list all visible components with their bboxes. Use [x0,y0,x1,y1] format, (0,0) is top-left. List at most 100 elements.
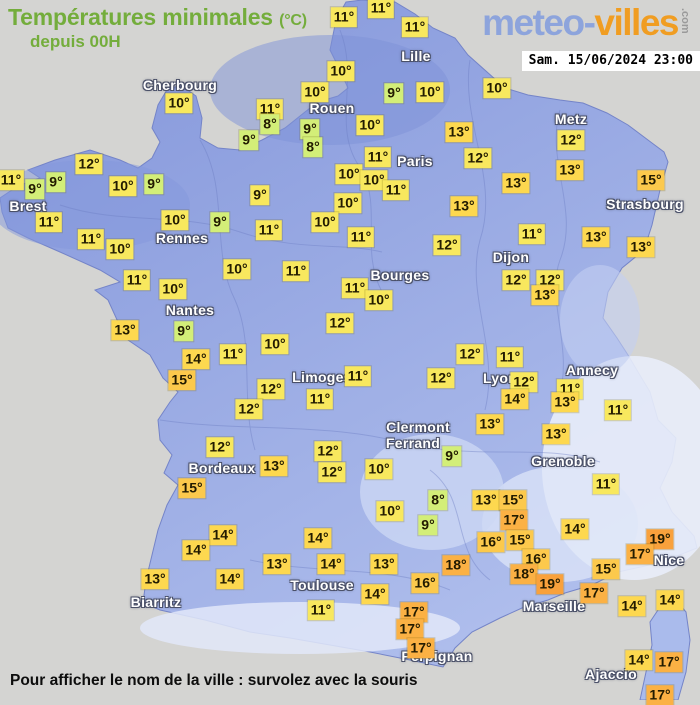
temperature-badge[interactable]: 15° [506,530,534,550]
temperature-badge[interactable]: 10° [483,78,511,98]
temperature-badge[interactable]: 11° [219,344,247,364]
temperature-badge[interactable]: 9° [174,321,194,341]
temperature-badge[interactable]: 12° [557,130,585,150]
temperature-badge[interactable]: 15° [499,490,527,510]
temperature-badge[interactable]: 12° [502,270,530,290]
temperature-badge[interactable]: 17° [655,652,683,672]
temperature-badge[interactable]: 14° [209,525,237,545]
temperature-badge[interactable]: 13° [141,569,169,589]
temperature-badge[interactable]: 19° [646,529,674,549]
temperature-badge[interactable]: 10° [223,259,251,279]
temperature-badge[interactable]: 13° [263,554,291,574]
temperature-badge[interactable]: 10° [159,279,187,299]
temperature-badge[interactable]: 17° [500,510,528,530]
temperature-badge[interactable]: 8° [303,137,323,157]
temperature-badge[interactable]: 12° [257,379,285,399]
temperature-badge[interactable]: 16° [477,532,505,552]
temperature-badge[interactable]: 12° [464,148,492,168]
temperature-badge[interactable]: 11° [330,7,358,27]
temperature-badge[interactable]: 12° [235,399,263,419]
temperature-badge[interactable]: 14° [317,554,345,574]
temperature-badge[interactable]: 10° [106,239,134,259]
temperature-badge[interactable]: 13° [445,122,473,142]
temperature-badge[interactable]: 13° [472,490,500,510]
temperature-badge[interactable]: 13° [542,424,570,444]
temperature-badge[interactable]: 14° [561,519,589,539]
temperature-badge[interactable]: 14° [304,528,332,548]
temperature-badge[interactable]: 9° [144,174,164,194]
temperature-badge[interactable]: 10° [327,61,355,81]
temperature-badge[interactable]: 11° [592,474,620,494]
temperature-badge[interactable]: 9° [442,446,462,466]
temperature-badge[interactable]: 11° [306,389,334,409]
temperature-badge[interactable]: 13° [260,456,288,476]
temperature-badge[interactable]: 11° [35,212,63,232]
temperature-badge[interactable]: 17° [396,619,424,639]
temperature-badge[interactable]: 11° [382,180,410,200]
temperature-badge[interactable]: 11° [77,229,105,249]
temperature-badge[interactable]: 14° [625,650,653,670]
temperature-badge[interactable]: 17° [646,685,674,705]
temperature-badge[interactable]: 10° [365,459,393,479]
temperature-badge[interactable]: 15° [637,170,665,190]
temperature-badge[interactable]: 11° [347,227,375,247]
temperature-badge[interactable]: 15° [592,559,620,579]
temperature-badge[interactable]: 9° [384,83,404,103]
temperature-badge[interactable]: 13° [476,414,504,434]
temperature-badge[interactable]: 10° [376,501,404,521]
temperature-badge[interactable]: 11° [496,347,524,367]
logo[interactable]: meteo-villes .com [482,4,691,41]
temperature-badge[interactable]: 10° [261,334,289,354]
temperature-badge[interactable]: 10° [360,170,388,190]
temperature-badge[interactable]: 18° [442,555,470,575]
temperature-badge[interactable]: 9° [210,212,230,232]
temperature-badge[interactable]: 10° [335,164,363,184]
temperature-badge[interactable]: 12° [456,344,484,364]
temperature-badge[interactable]: 14° [501,389,529,409]
temperature-badge[interactable]: 12° [536,270,564,290]
temperature-badge[interactable]: 17° [407,638,435,658]
temperature-badge[interactable]: 9° [300,119,320,139]
temperature-badge[interactable]: 16° [522,549,550,569]
temperature-badge[interactable]: 10° [416,82,444,102]
temperature-badge[interactable]: 12° [326,313,354,333]
temperature-badge[interactable]: 12° [433,235,461,255]
temperature-badge[interactable]: 12° [510,372,538,392]
temperature-badge[interactable]: 9° [25,179,45,199]
temperature-badge[interactable]: 14° [216,569,244,589]
temperature-badge[interactable]: 9° [239,130,259,150]
temperature-badge[interactable]: 13° [551,392,579,412]
temperature-badge[interactable]: 11° [255,220,283,240]
temperature-badge[interactable]: 17° [400,602,428,622]
temperature-badge[interactable]: 14° [182,540,210,560]
temperature-badge[interactable]: 19° [536,574,564,594]
temperature-badge[interactable]: 13° [627,237,655,257]
temperature-badge[interactable]: 10° [356,115,384,135]
temperature-badge[interactable]: 14° [361,584,389,604]
temperature-badge[interactable]: 17° [626,544,654,564]
temperature-badge[interactable]: 13° [111,320,139,340]
temperature-badge[interactable]: 11° [364,147,392,167]
temperature-badge[interactable]: 13° [502,173,530,193]
temperature-badge[interactable]: 14° [656,590,684,610]
temperature-badge[interactable]: 11° [307,600,335,620]
temperature-badge[interactable]: 12° [75,154,103,174]
temperature-badge[interactable]: 14° [618,596,646,616]
temperature-badge[interactable]: 13° [450,196,478,216]
temperature-badge[interactable]: 12° [206,437,234,457]
temperature-badge[interactable]: 10° [334,193,362,213]
temperature-badge[interactable]: 11° [344,366,372,386]
temperature-badge[interactable]: 8° [428,490,448,510]
temperature-badge[interactable]: 9° [250,185,270,205]
temperature-badge[interactable]: 18° [510,564,538,584]
temperature-badge[interactable]: 13° [556,160,584,180]
temperature-badge[interactable]: 8° [260,114,280,134]
temperature-badge[interactable]: 17° [580,583,608,603]
temperature-badge[interactable]: 11° [0,170,25,190]
temperature-badge[interactable]: 12° [314,441,342,461]
temperature-badge[interactable]: 15° [168,370,196,390]
temperature-badge[interactable]: 11° [341,278,369,298]
temperature-badge[interactable]: 11° [256,99,284,119]
temperature-badge[interactable]: 13° [582,227,610,247]
temperature-badge[interactable]: 13° [531,285,559,305]
